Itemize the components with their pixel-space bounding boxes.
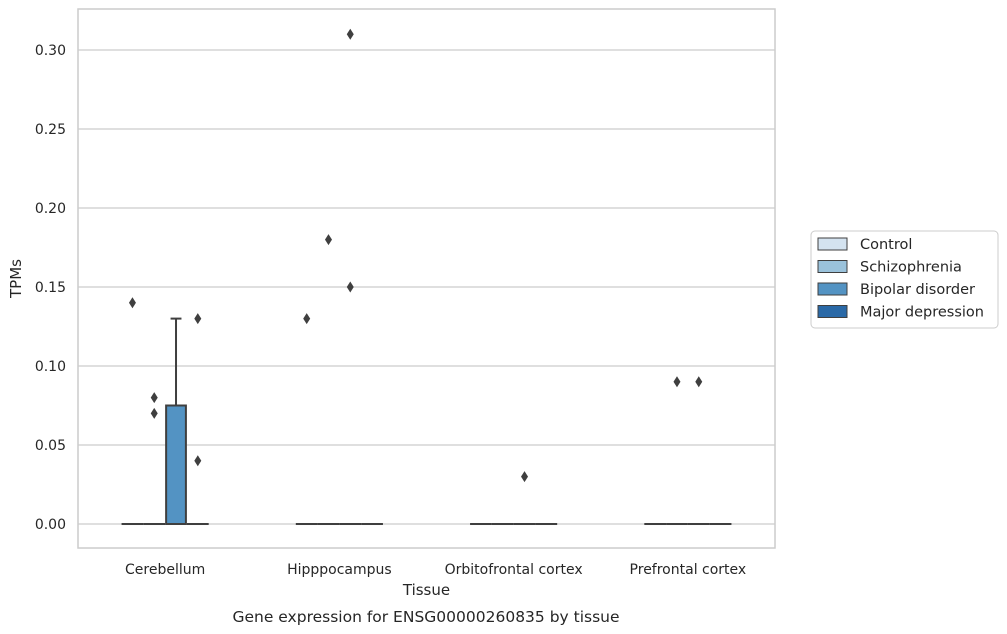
x-tick-label: Prefrontal cortex [630, 562, 747, 578]
plot-frame [77, 8, 776, 549]
y-tick-label: 0.15 [35, 280, 66, 296]
x-tick-labels: Cerebellum Hipppocampus Orbitofrontal cort… [125, 562, 746, 578]
y-tick-label: 0.20 [35, 201, 66, 217]
box [165, 317, 187, 525]
outlier-point [324, 234, 332, 246]
outlier-point [150, 392, 158, 404]
y-tick-label: 0.05 [35, 438, 66, 454]
outlier-point [346, 281, 354, 293]
y-axis-title: TPMs [7, 259, 25, 299]
y-tick-labels: 0.00 0.05 0.10 0.15 0.20 0.25 0.30 [35, 43, 66, 533]
y-tick-label: 0.10 [35, 359, 66, 375]
outlier-point [673, 376, 681, 388]
y-tick-label: 0.00 [35, 517, 66, 533]
outlier-point [303, 313, 311, 325]
legend-frame [810, 230, 999, 329]
y-tick-label: 0.25 [35, 122, 66, 138]
outlier-point [194, 455, 202, 467]
outlier-point [194, 313, 202, 325]
legend-swatch [817, 260, 848, 273]
x-tick-label: Cerebellum [125, 562, 205, 578]
legend-label: Bipolar disorder [860, 282, 975, 298]
legend-label: Schizophrenia [860, 260, 962, 276]
chart-caption: Gene expression for ENSG00000260835 by t… [232, 608, 619, 626]
legend-swatch [817, 237, 848, 251]
outlier-point [521, 471, 529, 483]
legend: Control Schizophrenia Bipolar disorder Majo… [810, 230, 999, 329]
outlier-point [150, 407, 158, 419]
legend-label: Major depression [860, 305, 984, 321]
outlier-points [128, 28, 703, 483]
y-tick-label: 0.30 [35, 43, 66, 59]
legend-label: Control [860, 237, 912, 253]
plot-area [78, 9, 775, 548]
box-body [165, 404, 187, 525]
outlier-point [346, 28, 354, 40]
outlier-point [695, 376, 703, 388]
x-tick-label: Orbitofrontal cortex [445, 562, 583, 578]
outlier-point [128, 297, 136, 309]
box-groups [121, 317, 732, 526]
x-axis-title: Tissue [402, 581, 450, 599]
x-tick-label: Hipppocampus [287, 562, 392, 578]
legend-swatch [817, 305, 848, 318]
legend-swatch [817, 282, 848, 296]
